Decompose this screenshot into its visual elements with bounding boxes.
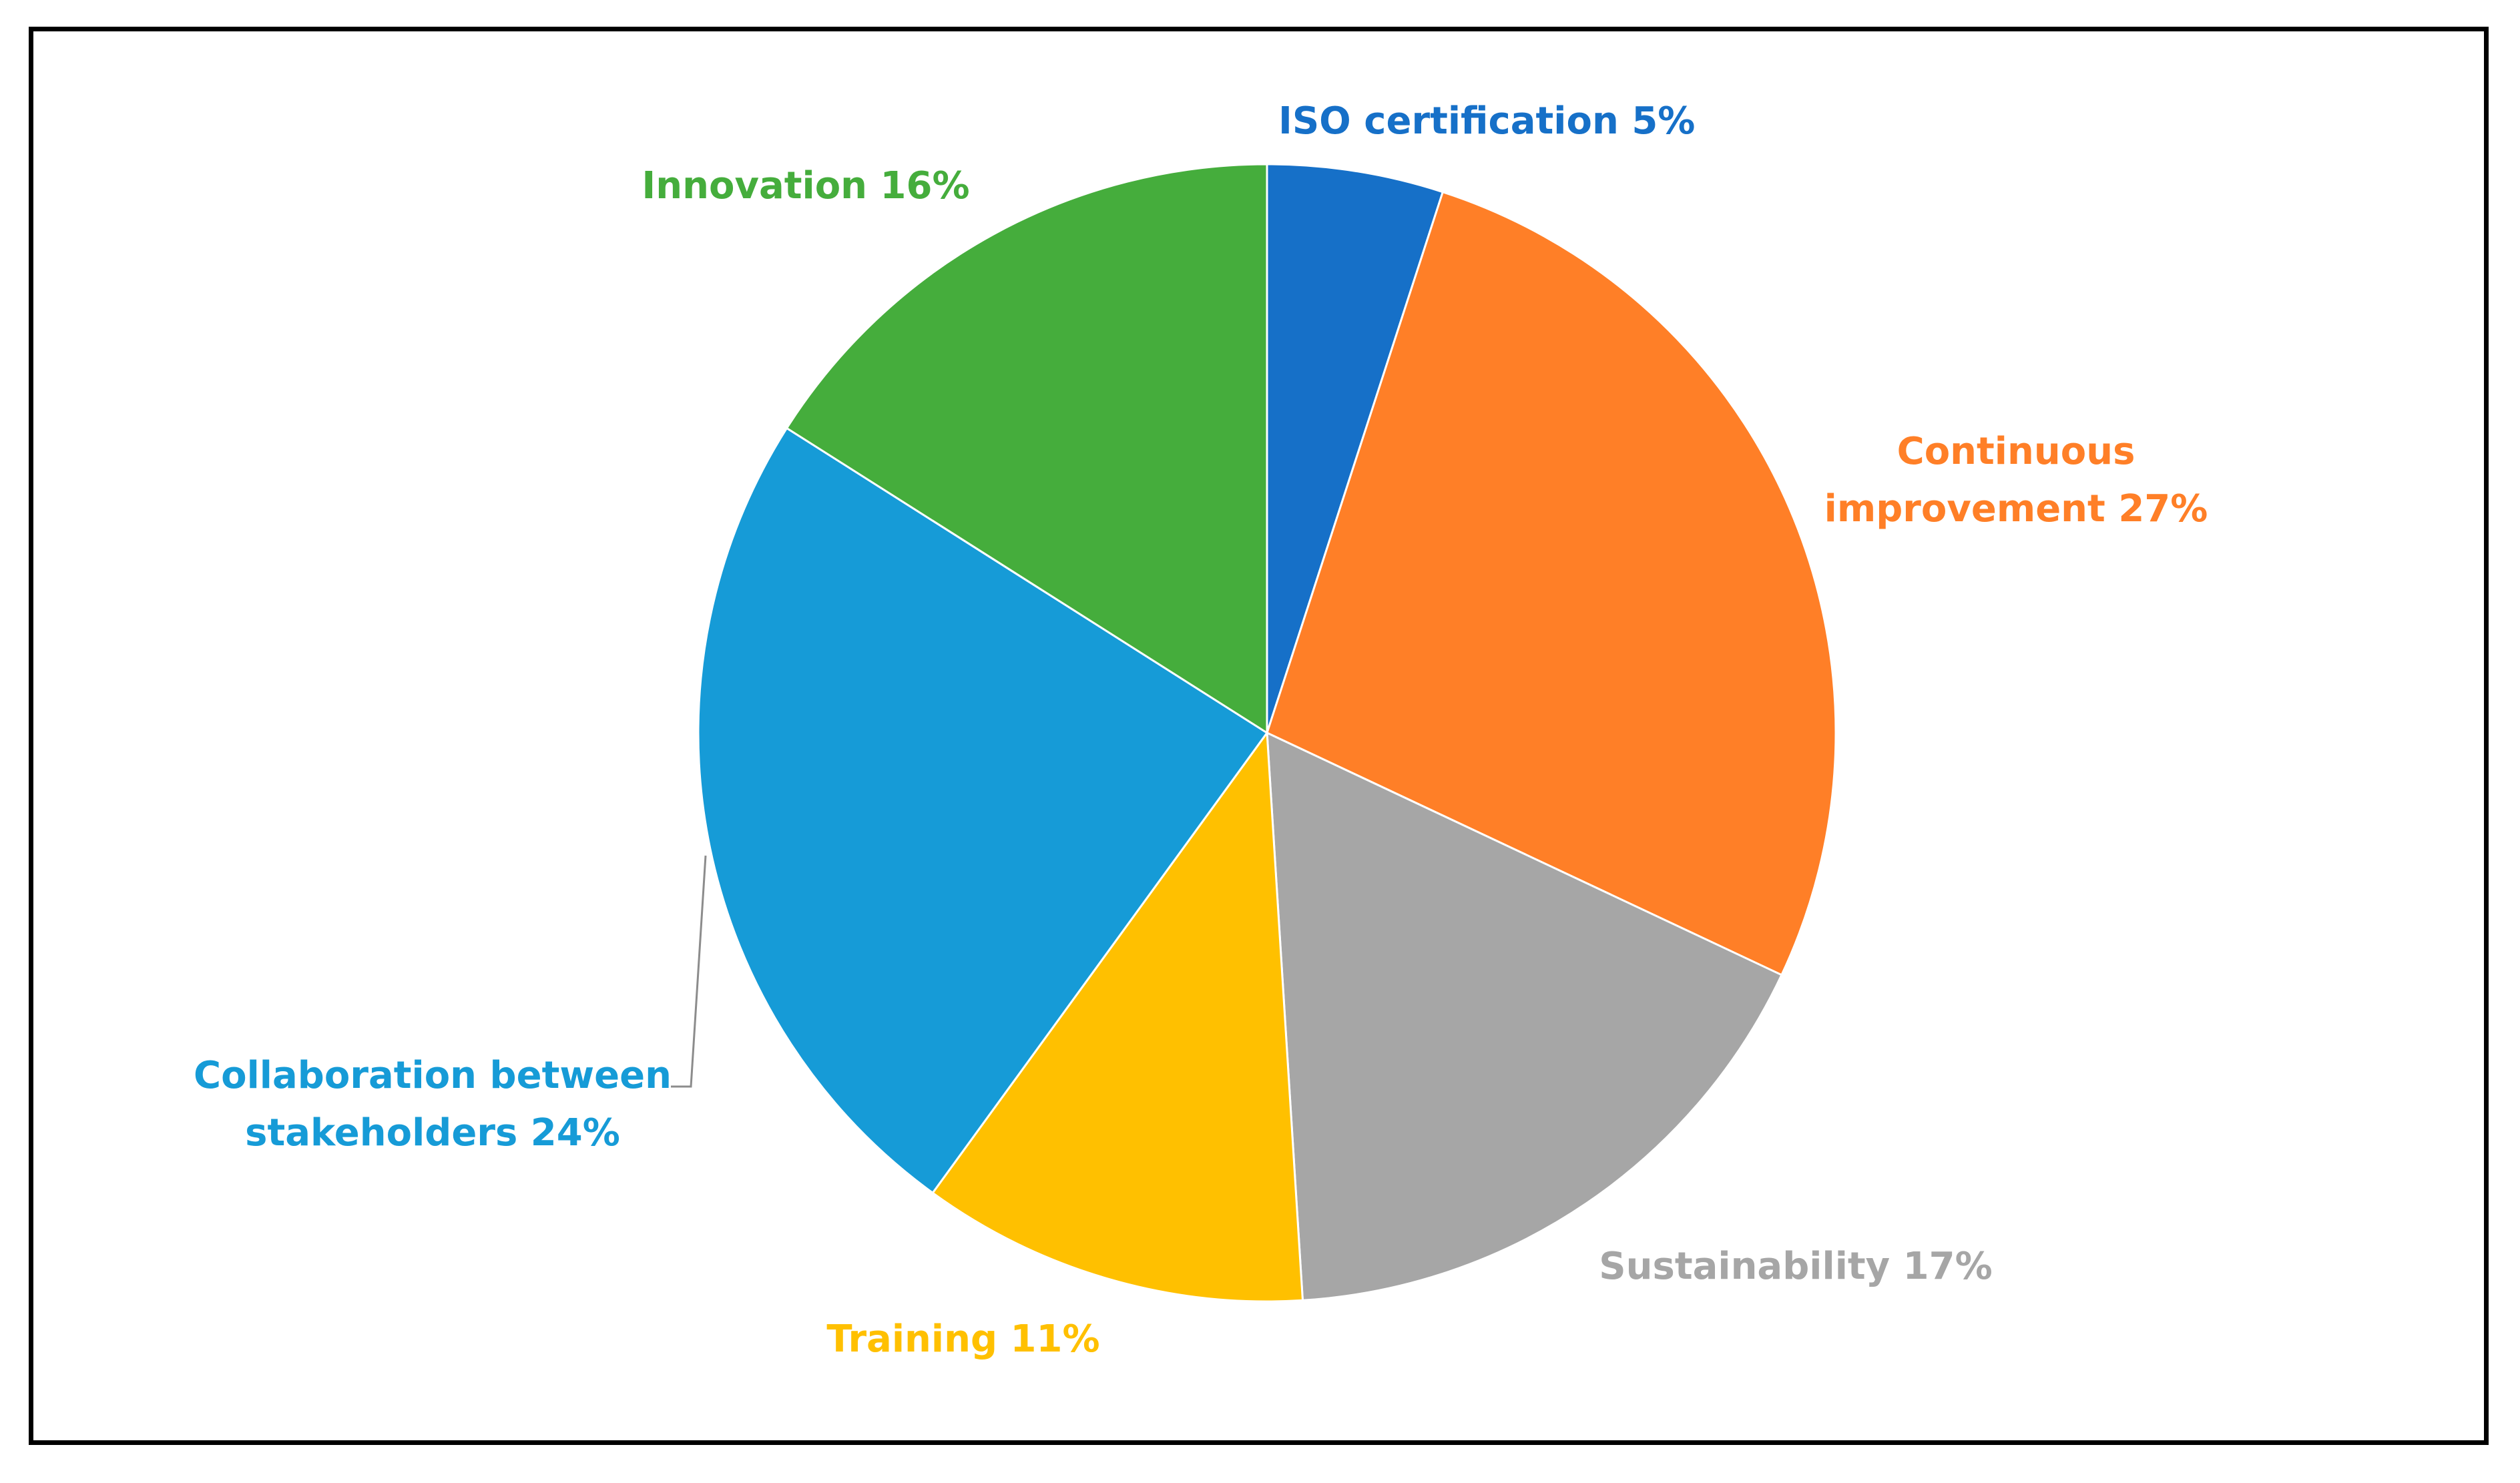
pie-slice bbox=[1266, 731, 1783, 1301]
pie-slice bbox=[1266, 190, 1837, 976]
slice-label: Innovation 16% bbox=[642, 164, 969, 208]
slice-label: Training 11% bbox=[826, 1317, 1099, 1361]
pie-slices bbox=[697, 163, 1837, 1303]
pie-labels: ISO certification 5% Continuous improvemen… bbox=[194, 99, 2208, 1361]
pie-slice bbox=[697, 426, 1269, 1195]
slice-label: Sustainability 17% bbox=[1599, 1245, 1992, 1288]
collaboration-leader-line bbox=[671, 855, 707, 1088]
pie-slice bbox=[931, 729, 1304, 1303]
pie-slice bbox=[785, 163, 1268, 735]
slice-label: ISO certification 5% bbox=[1278, 99, 1695, 143]
slice-label: Collaboration between stakeholders 24% bbox=[194, 1054, 672, 1155]
leader-lines bbox=[671, 855, 707, 1088]
slice-label: Continuous improvement 27% bbox=[1824, 430, 2208, 531]
pie-slice bbox=[1266, 163, 1445, 733]
